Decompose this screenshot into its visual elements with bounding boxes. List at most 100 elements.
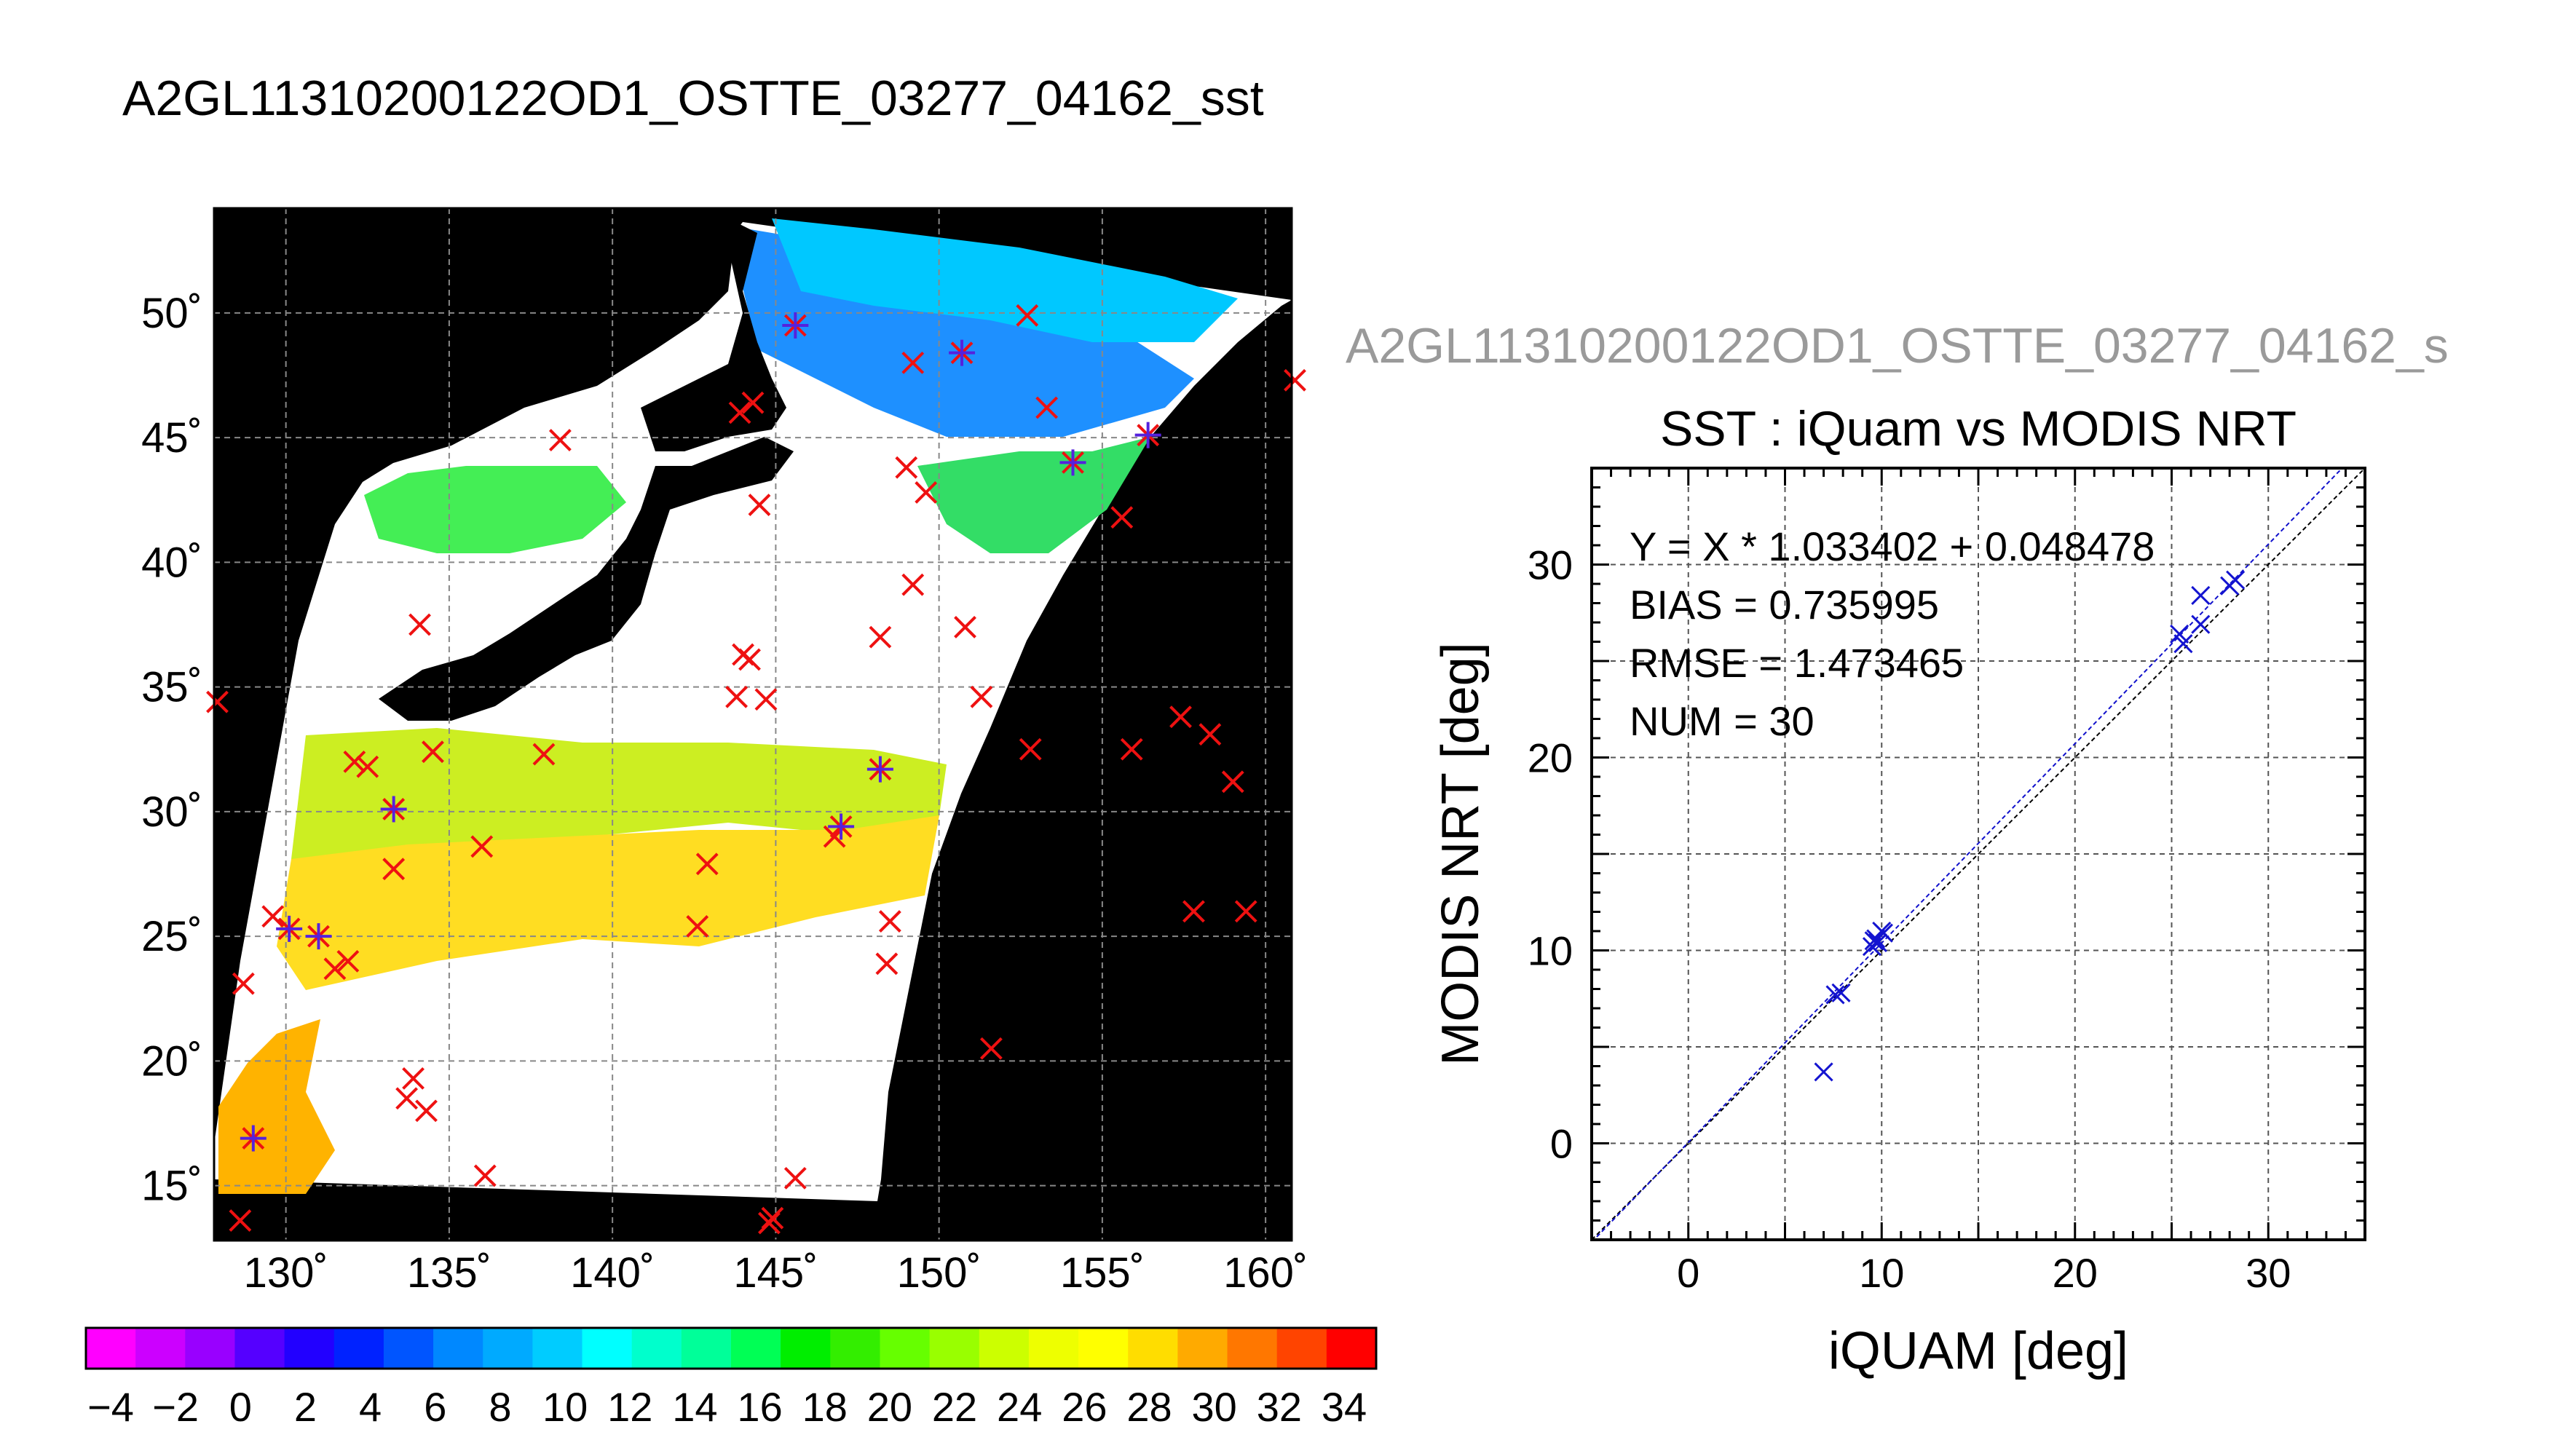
- red-cross-stroke: [548, 429, 572, 451]
- land-japan: [379, 437, 794, 721]
- colorbar-block: [532, 1328, 583, 1369]
- point-stroke: [2191, 585, 2211, 605]
- red-cross-stroke: [206, 690, 229, 713]
- point-stroke: [2226, 570, 2246, 590]
- colorbar-block: [1326, 1328, 1377, 1369]
- red-cross-stroke: [954, 616, 976, 638]
- asterisk-marker: [866, 756, 893, 783]
- lat-tick-label: 40˚: [141, 539, 202, 586]
- red-cross-marker: [1019, 737, 1042, 761]
- scatter-points: [1814, 570, 2246, 1082]
- scatter-point: [2170, 624, 2189, 644]
- scatter-title: SST : iQuam vs MODIS NRT: [1660, 401, 2297, 456]
- colorbar: −4 −2 0 2 4 6 8 10 12 14 16 18 20 22 24 26 28 30 32 34: [84, 1326, 1378, 1430]
- lat-tick-label: 20˚: [141, 1037, 202, 1085]
- colorbar-tick-label: 20: [867, 1384, 912, 1430]
- red-cross-stroke: [901, 351, 925, 374]
- lat-tick-label: 25˚: [141, 913, 202, 960]
- colorbar-block: [979, 1328, 1030, 1369]
- red-cross-marker: [901, 573, 925, 596]
- sst-orange-south: [218, 1019, 335, 1194]
- lat-tick-label: 15˚: [141, 1163, 202, 1210]
- lon-tick-label: 140˚: [570, 1249, 655, 1297]
- lat-tick-label: 45˚: [141, 414, 202, 462]
- scatter-point: [2173, 634, 2193, 654]
- red-cross-marker: [954, 616, 976, 638]
- red-cross-stroke: [229, 1209, 252, 1233]
- fit-line: [1592, 468, 2344, 1240]
- asterisk-marker: [782, 312, 809, 339]
- red-cross-stroke: [741, 391, 765, 414]
- y-tick-label: 20: [1528, 735, 1573, 781]
- colorbar-tick-label: 0: [229, 1384, 252, 1430]
- red-cross-marker: [1035, 396, 1059, 419]
- colorbar-block: [631, 1328, 682, 1369]
- red-cross-marker: [548, 429, 572, 451]
- map-grid: [214, 208, 1292, 1241]
- red-cross-stroke: [686, 915, 709, 938]
- red-cross-stroke: [470, 835, 494, 858]
- red-cross-marker: [470, 835, 494, 858]
- red-cross-marker: [232, 972, 255, 995]
- red-cross-stroke: [382, 858, 406, 881]
- red-cross-stroke: [415, 1099, 438, 1123]
- colorbar-block: [1276, 1328, 1327, 1369]
- red-cross-stroke: [1169, 705, 1192, 729]
- scatter-point: [1873, 923, 1893, 943]
- colorbar-tick-label: 4: [359, 1384, 382, 1430]
- red-cross-marker: [395, 1087, 419, 1110]
- colorbar-block: [1227, 1328, 1278, 1369]
- bias-stat: BIAS = 0.735995: [1630, 582, 1939, 628]
- map-frame: [213, 207, 1293, 1242]
- land-hokkaido-sakhalin: [641, 222, 786, 451]
- colorbar-block: [284, 1328, 335, 1369]
- red-cross-marker: [415, 1099, 438, 1123]
- colorbar-tick-label: 8: [489, 1384, 511, 1430]
- red-cross-stroke: [878, 910, 901, 933]
- asterisk-marker: [276, 915, 303, 942]
- colorbar-tick-label: 12: [607, 1384, 652, 1430]
- red-cross-marker: [1169, 705, 1192, 729]
- red-cross-stroke: [979, 1037, 1003, 1060]
- red-cross-stroke: [869, 625, 892, 649]
- red-cross-marker: [408, 613, 431, 636]
- red-cross-stroke: [323, 957, 347, 981]
- red-cross-stroke: [748, 494, 771, 517]
- point-stroke: [1814, 1062, 1833, 1082]
- colorbar-blocks: [86, 1328, 1377, 1369]
- scatter-suptitle: A2GL11310200122OD1_OSTTE_03277_04162_s: [1346, 318, 2449, 373]
- colorbar-block: [234, 1328, 285, 1369]
- scatter-point: [2226, 570, 2246, 590]
- colorbar-tick-label: 6: [424, 1384, 446, 1430]
- red-cross-stroke: [1016, 304, 1039, 327]
- colorbar-block: [433, 1328, 483, 1369]
- red-cross-marker: [382, 858, 406, 881]
- red-cross-stroke: [875, 952, 899, 976]
- red-cross-marker: [979, 1037, 1003, 1060]
- red-cross-marker: [970, 685, 993, 708]
- red-cross-stroke: [901, 573, 925, 596]
- red-cross-marker: [473, 1164, 497, 1187]
- colorbar-tick-label: 32: [1257, 1384, 1302, 1430]
- red-cross-stroke: [232, 972, 255, 995]
- red-cross-marker: [206, 690, 229, 713]
- colorbar-block: [830, 1328, 880, 1369]
- red-cross-marker: [695, 852, 719, 876]
- colorbar-tick-label: 22: [932, 1384, 977, 1430]
- colorbar-tick-label: 24: [997, 1384, 1042, 1430]
- page-title: A2GL11310200122OD1_OSTTE_03277_04162_sst: [122, 71, 1264, 126]
- red-cross-marker: [686, 915, 709, 938]
- colorbar-tick-label: 34: [1322, 1384, 1367, 1430]
- red-cross-marker: [725, 685, 748, 708]
- colorbar-block: [731, 1328, 781, 1369]
- red-cross-marker: [1234, 900, 1257, 923]
- point-stroke: [1825, 985, 1845, 1005]
- asterisk-marker: [240, 1125, 266, 1152]
- red-cross-marker: [1182, 900, 1205, 923]
- red-cross-stroke: [402, 1067, 424, 1090]
- red-cross-stroke: [356, 755, 379, 778]
- red-cross-stroke: [738, 648, 761, 671]
- fit-equation: Y = X * 1.033402 + 0.048478: [1630, 523, 2155, 569]
- point-stroke: [1831, 983, 1851, 1002]
- colorbar-block: [929, 1328, 980, 1369]
